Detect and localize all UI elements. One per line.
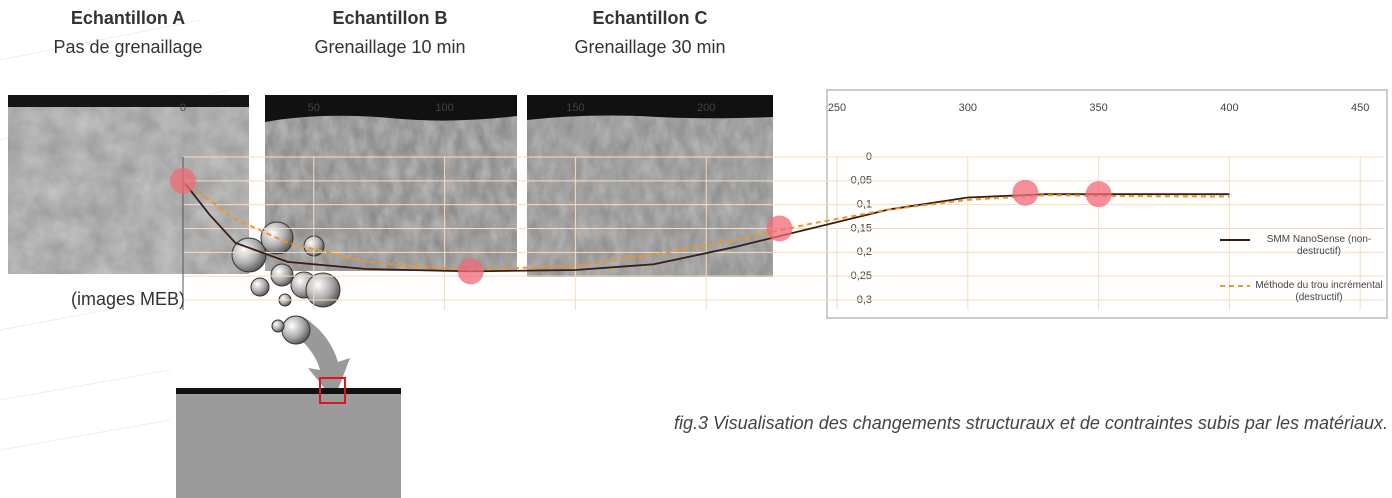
marker <box>1086 181 1112 207</box>
x-tick-label: 200 <box>697 102 715 114</box>
figure: Echantillon A Pas de grenaillage Echanti… <box>0 0 1392 498</box>
sample-treatment: Grenaillage 30 min <box>574 37 725 57</box>
sample-name: Echantillon C <box>592 8 707 28</box>
x-tick-label: 100 <box>435 102 453 114</box>
marker <box>170 168 196 194</box>
x-tick-label: 300 <box>959 102 977 114</box>
x-tick-label: 450 <box>1351 102 1369 114</box>
caption: fig.3 Visualisation des changements stru… <box>674 413 1388 433</box>
x-tick-label: 0 <box>180 102 186 114</box>
x-tick-label: 400 <box>1220 102 1238 114</box>
page: Echantillon A Pas de grenaillage Echanti… <box>0 0 1392 498</box>
legend-label: Méthode du trou incrémental (destructif) <box>1255 280 1383 326</box>
marker <box>458 258 484 284</box>
marker <box>1012 180 1038 206</box>
sem-images <box>8 95 773 277</box>
x-tick-label: 250 <box>828 102 846 114</box>
x-tick-label: 50 <box>308 102 320 114</box>
legend: SMM NanoSense (non-destructif)Méthode du… <box>1255 234 1383 326</box>
sample-treatment: Pas de grenaillage <box>53 37 202 57</box>
legend-label: SMM NanoSense (non-destructif) <box>1255 234 1383 280</box>
sample-name: Echantillon A <box>71 8 185 28</box>
sample-name: Echantillon B <box>332 8 447 28</box>
marker <box>766 216 792 242</box>
x-tick-label: 150 <box>566 102 584 114</box>
sample-treatment: Grenaillage 10 min <box>314 37 465 57</box>
x-tick-label: 350 <box>1089 102 1107 114</box>
image-note: (images MEB) <box>71 289 185 309</box>
